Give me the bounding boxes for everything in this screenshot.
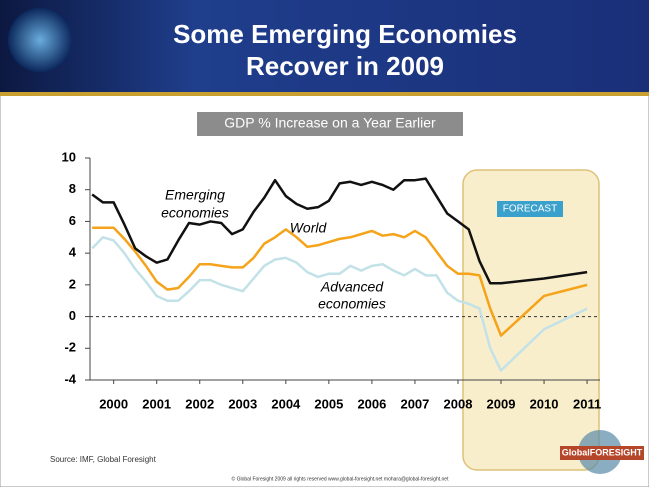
- x-tick-label: 2000: [99, 396, 128, 411]
- forecast-region: [462, 169, 600, 471]
- y-tick-label: 0: [69, 308, 76, 323]
- x-tick-label: 2005: [314, 396, 343, 411]
- source: Source: IMF, Global Foresight: [50, 455, 157, 464]
- logo: GlobalFORESIGHT: [562, 447, 643, 457]
- y-tick-label: 2: [69, 276, 76, 291]
- annotation: Advanced: [320, 279, 384, 295]
- plot: -4 -2 0 2 4 6 8 10 2000 2001 2002 2003 2004 2005 2006 2…: [62, 149, 602, 411]
- y-tick-label: 6: [69, 213, 76, 228]
- x-tick-label: 2009: [487, 396, 516, 411]
- y-tick-label: 4: [69, 245, 77, 260]
- x-tick-label: 2003: [228, 396, 257, 411]
- annotation: Emerging: [165, 187, 225, 203]
- x-tick-label: 2011: [573, 396, 601, 411]
- title-line: Recover in 2009: [246, 51, 444, 81]
- x-tick-label: 2010: [530, 396, 559, 411]
- header-rule: [0, 92, 649, 96]
- x-tick-label: 2008: [444, 396, 473, 411]
- forecast-label: FORECAST: [503, 204, 557, 215]
- x-tick-label: 2001: [142, 396, 171, 411]
- y-tick-label: -4: [64, 371, 76, 386]
- y-tick-label: -2: [64, 340, 76, 355]
- title-line: Some Emerging Economies: [173, 19, 517, 49]
- x-tick-label: 2002: [185, 396, 214, 411]
- subtitle: GDP % Increase on a Year Earlier: [224, 115, 436, 131]
- series-line: [91, 177, 588, 285]
- x-tick-label: 2007: [400, 396, 429, 411]
- forecast-badge: [497, 201, 563, 217]
- x-tick-label: 2006: [357, 396, 386, 411]
- globe-icon: [8, 8, 72, 72]
- footer: © Global Foresight 2009 all rights reser…: [232, 475, 450, 482]
- series-line: [91, 236, 588, 372]
- logo-box: [560, 446, 644, 460]
- annotation: World: [290, 220, 328, 236]
- header-band: [0, 0, 649, 92]
- subtitle-box: [197, 112, 463, 136]
- annotation: economies: [161, 205, 229, 221]
- y-tick-label: 8: [69, 181, 76, 196]
- annotation: economies: [318, 296, 386, 312]
- series-line: [92, 226, 588, 337]
- x-tick-label: 2004: [271, 396, 301, 411]
- y-tick-label: 10: [62, 149, 76, 164]
